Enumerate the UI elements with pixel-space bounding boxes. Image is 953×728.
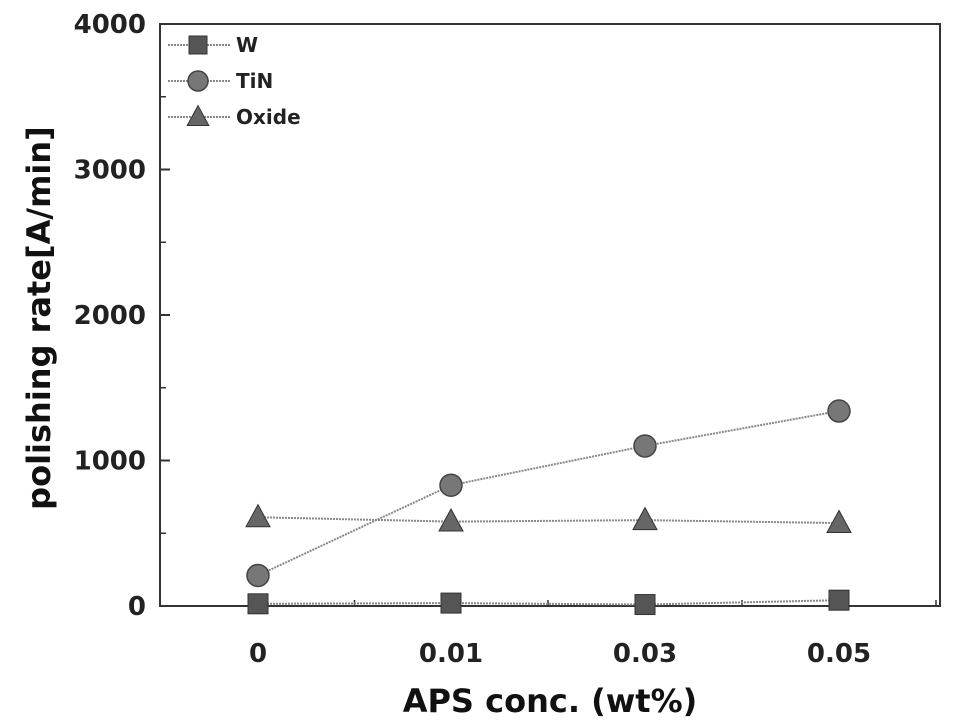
data-point-tin <box>440 474 462 496</box>
series-tin <box>247 400 850 586</box>
legend-label: Oxide <box>236 105 301 129</box>
series-oxide <box>246 505 851 533</box>
legend-item-tin: TiN <box>168 69 273 93</box>
legend: W TiN Oxide <box>168 33 301 129</box>
x-tick-label: 0.05 <box>807 639 871 669</box>
y-tick-label: 0 <box>128 592 146 622</box>
y-tick-label: 1000 <box>74 447 146 477</box>
legend-marker-square <box>189 36 207 54</box>
y-tick-label: 3000 <box>74 156 146 186</box>
x-tick-label: 0 <box>249 639 267 669</box>
legend-label: W <box>236 33 258 57</box>
x-axis-title: APS conc. (wt%) <box>403 682 698 720</box>
legend-marker-circle <box>188 71 208 91</box>
data-point-w <box>441 593 461 613</box>
x-tick-label: 0.01 <box>419 639 483 669</box>
y-tick-label: 4000 <box>74 10 146 40</box>
data-point-tin <box>634 435 656 457</box>
series-layer <box>246 400 851 615</box>
y-axis-ticks: 0 1000 2000 3000 4000 <box>74 10 170 622</box>
legend-marker-triangle <box>187 106 209 126</box>
data-point-tin <box>247 564 269 586</box>
legend-item-oxide: Oxide <box>168 105 301 129</box>
series-line-tin <box>258 411 839 575</box>
data-point-oxide <box>246 505 270 527</box>
data-point-w <box>829 590 849 610</box>
series-line-oxide <box>258 517 839 523</box>
legend-label: TiN <box>236 69 273 93</box>
y-axis-title: polishing rate[A/min] <box>20 126 58 510</box>
data-point-oxide <box>827 510 851 532</box>
legend-item-w: W <box>168 33 258 57</box>
data-point-oxide <box>633 508 657 530</box>
data-point-w <box>248 594 268 614</box>
y-tick-label: 2000 <box>74 301 146 331</box>
x-tick-label: 0.03 <box>613 639 677 669</box>
data-point-w <box>635 595 655 615</box>
data-point-tin <box>828 400 850 422</box>
data-point-oxide <box>439 509 463 531</box>
